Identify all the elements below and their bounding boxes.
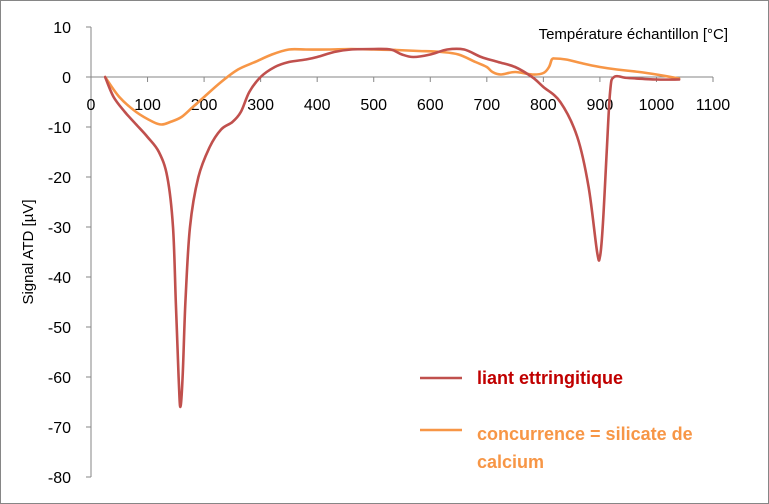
x-tick-label: 900 xyxy=(587,97,614,114)
x-tick-label: 500 xyxy=(360,97,387,114)
legend: liant ettringitique concurrence = silicat… xyxy=(420,368,693,472)
x-axis-title: Température échantillon [°C] xyxy=(539,26,728,43)
y-axis: 10 0 -10 -20 -30 -40 -50 -60 -70 -80 xyxy=(48,20,92,487)
x-tick-label: 600 xyxy=(417,97,444,114)
legend-label-2: concurrence = silicate de calcium xyxy=(477,424,693,472)
x-axis: 0 100 200 300 400 500 600 700 800 900 1000 1100 xyxy=(87,76,731,114)
series-layer xyxy=(103,47,681,409)
series-line-2 xyxy=(103,47,681,126)
x-tick-label: 800 xyxy=(530,97,557,114)
x-tick-label: 1000 xyxy=(639,97,675,114)
x-tick-label: 100 xyxy=(134,97,161,114)
legend-label-1: liant ettringitique xyxy=(477,368,623,388)
x-tick-label: 300 xyxy=(247,97,274,114)
y-tick-label: -40 xyxy=(48,270,71,287)
y-tick-label: -10 xyxy=(48,120,71,137)
y-tick-label: -60 xyxy=(48,370,71,387)
y-tick-label: -20 xyxy=(48,170,71,187)
y-tick-label: -30 xyxy=(48,220,71,237)
y-tick-label: -80 xyxy=(48,470,71,487)
y-tick-label: -50 xyxy=(48,320,71,337)
x-tick-label: 400 xyxy=(304,97,331,114)
x-tick-label: 1100 xyxy=(696,97,731,114)
y-tick-label: 10 xyxy=(53,20,71,37)
x-tick-label: 700 xyxy=(473,97,500,114)
series-line-1 xyxy=(103,47,681,409)
y-axis-title: Signal ATD [µV] xyxy=(20,199,37,304)
x-tick-label: 0 xyxy=(87,97,96,114)
y-tick-label: -70 xyxy=(48,420,71,437)
y-tick-label: 0 xyxy=(62,70,71,87)
